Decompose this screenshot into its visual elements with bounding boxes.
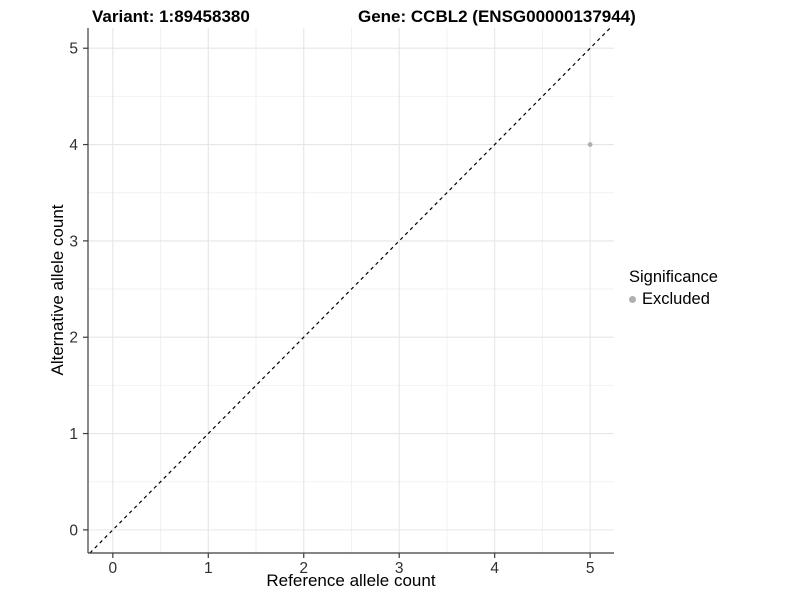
x-tick-label: 4 (490, 560, 499, 577)
legend-item-label: Excluded (642, 290, 710, 308)
y-tick-label: 1 (69, 426, 78, 443)
x-axis-label: Reference allele count (266, 571, 436, 590)
y-tick-label: 3 (69, 233, 78, 250)
y-axis-label: Alternative allele count (48, 204, 67, 376)
identity-line (89, 28, 611, 553)
y-tick-label: 5 (69, 41, 78, 58)
plot-title-variant: Variant: 1:89458380 (92, 7, 250, 26)
legend: Significance Excluded (629, 268, 718, 309)
legend-title: Significance (629, 268, 718, 286)
y-tick-label: 2 (69, 330, 78, 347)
plot-title-gene: Gene: CCBL2 (ENSG00000137944) (358, 7, 636, 26)
y-tick-label: 0 (69, 522, 78, 539)
x-tick-label: 1 (204, 560, 213, 577)
x-tick-label: 5 (586, 560, 595, 577)
x-tick-label: 3 (395, 560, 404, 577)
x-tick-label: 0 (109, 560, 118, 577)
legend-item-excluded: Excluded (629, 290, 718, 309)
data-point (587, 142, 593, 147)
legend-point-icon (629, 296, 636, 303)
y-tick-label: 4 (69, 137, 78, 154)
x-tick-label: 2 (299, 560, 308, 577)
